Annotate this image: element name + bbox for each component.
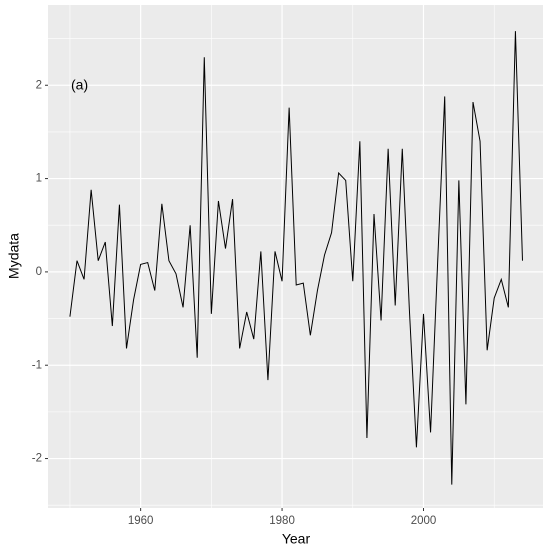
y-tick-label: -2 — [32, 453, 42, 465]
x-tick-label: 2000 — [411, 515, 437, 527]
annotation: (a) — [71, 77, 88, 93]
y-tick-label: -1 — [32, 359, 42, 371]
y-tick-label: 2 — [36, 79, 42, 91]
x-tick-label: 1960 — [128, 515, 154, 527]
x-tick-label: 1980 — [269, 515, 295, 527]
y-tick-label: 1 — [36, 173, 42, 185]
y-tick-label: 0 — [36, 266, 42, 278]
y-axis-title: Mydata — [6, 233, 22, 279]
data-line — [69, 31, 523, 485]
x-axis-title: Year — [282, 531, 311, 547]
